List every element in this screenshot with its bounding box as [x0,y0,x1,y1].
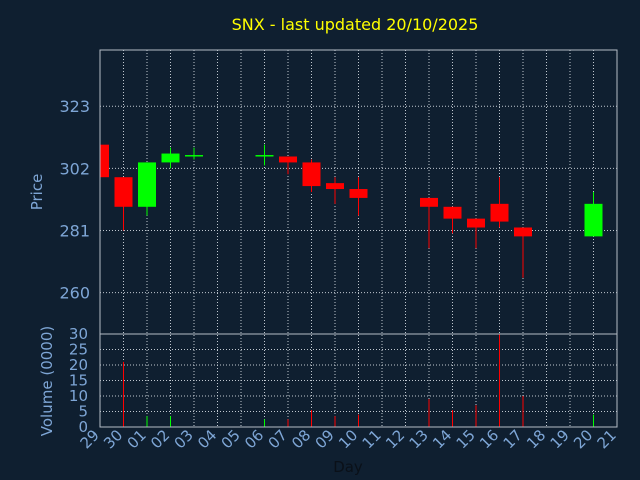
chart-title: SNX - last updated 20/10/2025 [232,15,479,34]
candle-body [420,197,438,207]
candle-body [185,155,203,157]
day-tick-labels: 2930010203040506070809101112131415161718… [77,426,620,452]
candle-body [114,177,133,207]
candle-body [161,153,180,163]
day-tick-label: 06 [241,426,267,452]
candle-body [326,183,344,190]
day-tick-label: 14 [429,426,455,452]
candle-body [349,189,368,198]
candle-20 [584,192,603,237]
candle-01 [138,162,156,216]
price-tick-label: 281 [59,221,90,240]
volume-tick-label: 0 [78,418,88,436]
candle-body [467,218,485,228]
candle-17 [514,227,532,278]
price-candles [99,144,603,278]
day-tick-label: 16 [476,426,502,452]
day-tick-label: 07 [265,426,291,452]
volume-tick-label: 30 [69,325,88,343]
day-tick-label: 17 [500,426,526,452]
day-tick-label: 05 [218,426,244,452]
candle-body [255,155,274,157]
candle-06 [255,144,274,166]
candle-10 [349,177,368,216]
day-tick-label: 04 [194,426,220,452]
price-axis-label: Price [28,174,46,211]
volume-tick-label: 25 [69,341,88,359]
candle-03 [185,147,203,160]
day-tick-label: 01 [124,426,150,452]
day-tick-label: 09 [312,426,338,452]
grid-lines [100,50,617,427]
day-tick-label: 03 [171,426,197,452]
candle-02 [161,147,180,169]
day-tick-label: 18 [523,426,549,452]
day-tick-label: 19 [547,426,573,452]
day-tick-label: 15 [453,426,479,452]
candle-body [584,203,603,237]
price-tick-labels: 260 281 302 323 [59,97,90,302]
day-tick-label: 08 [288,426,314,452]
candle-body [490,203,509,222]
candle-07 [279,156,297,175]
candle-body [443,206,462,219]
day-tick-label: 21 [594,426,620,452]
volume-tick-label: 5 [78,403,88,421]
candle-08 [302,159,321,192]
day-tick-label: 20 [570,426,596,452]
candle-body [138,162,156,207]
volume-tick-label: 10 [69,387,88,405]
candle-09 [326,177,344,204]
volume-tick-label: 15 [69,372,88,390]
price-tick-label: 323 [59,97,90,116]
day-tick-label: 11 [359,426,385,452]
day-tick-label: 13 [406,426,432,452]
candle-body [279,156,297,163]
candle-30 [114,177,133,231]
volume-bars [123,334,594,427]
plot-frame [99,49,618,428]
day-tick-label: 02 [147,426,173,452]
day-tick-label: 12 [382,426,408,452]
candle-14 [443,206,462,234]
day-tick-label: 10 [335,426,361,452]
volume-tick-label: 20 [69,356,88,374]
day-tick-label: 30 [100,426,126,452]
volume-panel-border [99,333,618,428]
candle-body [302,162,321,187]
price-tick-label: 302 [59,159,90,178]
candle-body [514,227,532,237]
candle-body [100,144,109,178]
candle-29 [99,144,109,178]
price-tick-label: 260 [59,284,90,303]
candle-15 [467,218,485,249]
candle-13 [420,197,438,249]
candle-16 [490,177,509,228]
x-axis-label: Day [333,458,363,476]
volume-axis-label: Volume (0000) [38,326,56,436]
